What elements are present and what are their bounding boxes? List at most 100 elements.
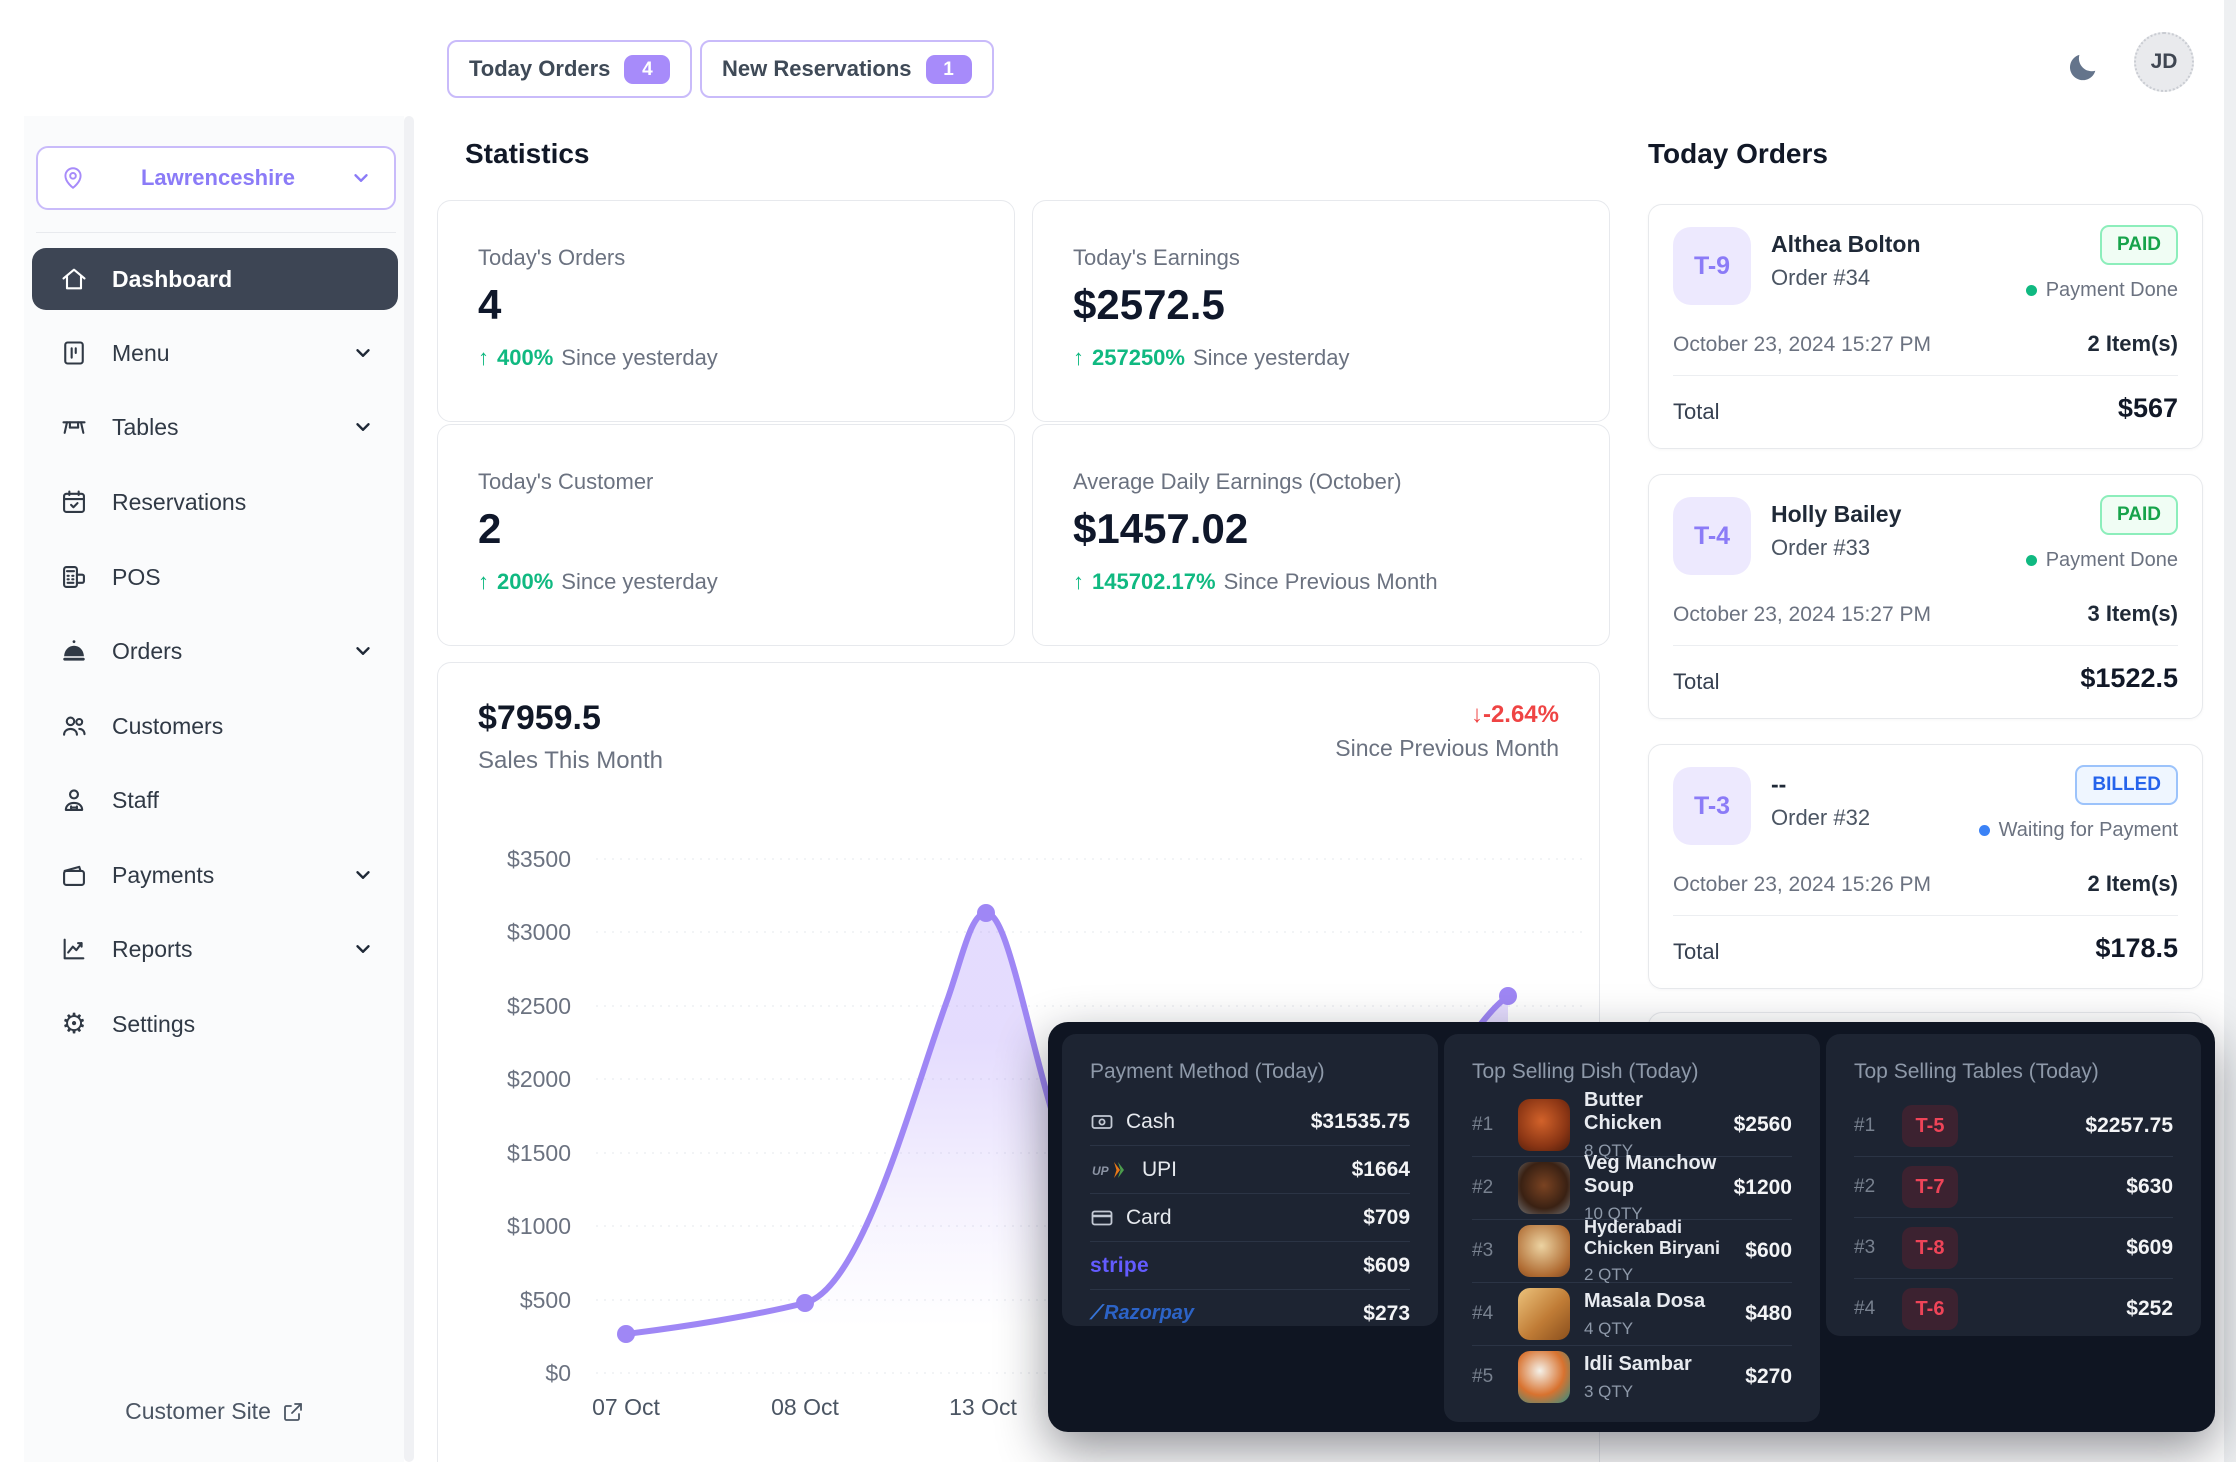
arrow-up-icon: ↑ — [1073, 569, 1084, 594]
order-number: Order #32 — [1771, 805, 1871, 830]
order-card[interactable]: T-4 Holly Bailey Order #33 PAID Payment … — [1648, 474, 2203, 719]
stat-change: ↑ 200% Since yesterday — [478, 569, 718, 594]
order-items-count: 3 Item(s) — [2087, 601, 2178, 626]
staff-person-icon — [60, 786, 88, 814]
sidebar-item-reservations[interactable]: Reservations — [32, 471, 398, 533]
stat-card-average-daily-earnings: Average Daily Earnings (October) $1457.0… — [1032, 424, 1610, 646]
sidebar-item-label: Payments — [112, 861, 215, 888]
stat-card-todays-earnings: Today's Earnings $2572.5 ↑ 257250% Since… — [1032, 200, 1610, 422]
sidebar-item-settings[interactable]: ⚙ Settings — [32, 993, 398, 1055]
sidebar-item-menu[interactable]: Menu — [32, 322, 398, 384]
chevron-down-icon — [350, 167, 372, 189]
order-datetime: October 23, 2024 15:27 PM — [1673, 333, 1931, 356]
payment-status: Payment Done — [2025, 549, 2178, 572]
table-badge-red: T-7 — [1902, 1166, 1958, 1208]
cloche-icon — [60, 637, 88, 665]
sidebar — [24, 116, 404, 1462]
today-orders-count-badge: 4 — [624, 54, 671, 84]
dish-photo — [1518, 1225, 1570, 1277]
order-items-count: 2 Item(s) — [2087, 871, 2178, 896]
user-avatar[interactable]: JD — [2134, 32, 2194, 92]
sidebar-item-customers[interactable]: Customers — [32, 695, 398, 757]
sales-change: ↓-2.64% — [1470, 701, 1559, 728]
stat-label: Today's Earnings — [1073, 245, 1240, 270]
svg-text:07 Oct: 07 Oct — [592, 1394, 660, 1420]
sidebar-item-reports[interactable]: Reports — [32, 918, 398, 980]
order-total: $567 — [2117, 393, 2178, 423]
stat-label: Average Daily Earnings (October) — [1073, 469, 1402, 494]
order-total: $1522.5 — [2080, 663, 2178, 693]
status-badge: PAID — [2100, 495, 2178, 535]
new-reservations-tab-label: New Reservations — [722, 56, 912, 81]
wallet-icon — [60, 861, 88, 889]
chart-y-axis-labels: $3500 $3000 $2500 $2000 $1500 $1000 $500… — [507, 846, 571, 1386]
dish-row: #5 Idli Sambar 3 QTY $270 — [1472, 1346, 1792, 1408]
today-orders-tab[interactable]: Today Orders 4 — [447, 40, 693, 98]
blue-dot-icon — [1978, 825, 1990, 836]
stat-change: ↑ 257250% Since yesterday — [1073, 345, 1350, 370]
sidebar-item-orders[interactable]: Orders — [32, 620, 398, 682]
pos-terminal-icon — [60, 563, 88, 591]
order-number: Order #34 — [1771, 265, 1871, 290]
table-badge-red: T-8 — [1902, 1227, 1958, 1269]
stat-value: 2 — [478, 505, 502, 552]
green-dot-icon — [2025, 285, 2037, 296]
sidebar-item-label: Reports — [112, 935, 193, 962]
location-label: Lawrenceshire — [140, 165, 296, 190]
location-pin-icon — [60, 165, 86, 191]
svg-text:$3500: $3500 — [507, 846, 571, 872]
today-orders-heading: Today Orders — [1648, 138, 1828, 169]
order-card[interactable]: T-9 Althea Bolton Order #34 PAID Payment… — [1648, 204, 2203, 449]
dark-mode-toggle[interactable] — [2058, 42, 2108, 92]
stat-value: $2572.5 — [1073, 281, 1225, 328]
arrow-up-icon: ↑ — [1073, 345, 1084, 370]
dish-row: #2 Veg Manchow Soup 10 QTY $1200 — [1472, 1152, 1792, 1223]
sidebar-item-staff[interactable]: Staff — [32, 769, 398, 831]
sidebar-item-pos[interactable]: POS — [32, 546, 398, 608]
svg-text:UP: UP — [1092, 1164, 1110, 1178]
table-rank-row: #3 T-8 $609 — [1854, 1218, 2173, 1279]
gear-icon: ⚙ — [61, 1008, 87, 1039]
calendar-check-icon — [60, 488, 88, 516]
table-badge-red: T-6 — [1902, 1288, 1958, 1330]
green-dot-icon — [2025, 555, 2037, 566]
total-label: Total — [1673, 669, 1720, 694]
sidebar-item-label: Orders — [112, 637, 183, 664]
chart-x-axis-labels: 07 Oct 08 Oct 13 Oct — [592, 1394, 1017, 1420]
sidebar-item-payments[interactable]: Payments — [32, 844, 398, 906]
new-reservations-tab[interactable]: New Reservations 1 — [700, 40, 994, 98]
sidebar-scrollbar[interactable] — [404, 116, 414, 1462]
order-datetime: October 23, 2024 15:26 PM — [1673, 873, 1931, 896]
order-datetime: October 23, 2024 15:27 PM — [1673, 603, 1931, 626]
chevron-down-icon — [352, 938, 374, 960]
payment-status: Payment Done — [2025, 279, 2178, 302]
sidebar-item-tables[interactable]: Tables — [32, 396, 398, 458]
status-badge: BILLED — [2075, 765, 2178, 805]
payment-row-card: Card $709 — [1090, 1194, 1410, 1242]
sidebar-item-dashboard[interactable]: Dashboard — [32, 248, 398, 310]
customer-site-link[interactable]: Customer Site — [32, 1398, 398, 1425]
stat-card-todays-customer: Today's Customer 2 ↑ 200% Since yesterda… — [437, 424, 1015, 646]
table-rank-row: #4 T-6 $252 — [1854, 1279, 2173, 1339]
top-bar: Today Orders 4 New Reservations 1 JD — [0, 0, 2236, 116]
arrow-down-icon: ↓ — [1470, 701, 1483, 728]
users-icon — [60, 712, 88, 740]
today-orders-tab-label: Today Orders — [469, 56, 611, 81]
moon-icon — [2065, 49, 2101, 85]
table-badge: T-9 — [1673, 227, 1751, 305]
page-scrollbar[interactable] — [2224, 0, 2236, 1462]
insights-overlay: Payment Method (Today) Cash $31535.75 UP… — [1048, 1022, 2215, 1432]
menu-book-icon — [60, 339, 88, 367]
stat-label: Today's Customer — [478, 469, 654, 494]
svg-text:13 Oct: 13 Oct — [949, 1394, 1017, 1420]
status-badge: PAID — [2100, 225, 2178, 265]
upi-logo: UP — [1090, 1160, 1130, 1180]
table-rank-row: #1 T-5 $2257.75 — [1854, 1096, 2173, 1157]
order-card[interactable]: T-3 -- Order #32 BILLED Waiting for Paym… — [1648, 744, 2203, 989]
divider — [1673, 645, 2178, 646]
svg-text:$3000: $3000 — [507, 919, 571, 945]
location-selector[interactable]: Lawrenceshire — [36, 146, 396, 210]
external-link-icon — [281, 1400, 305, 1424]
sidebar-item-label: Tables — [112, 413, 179, 440]
